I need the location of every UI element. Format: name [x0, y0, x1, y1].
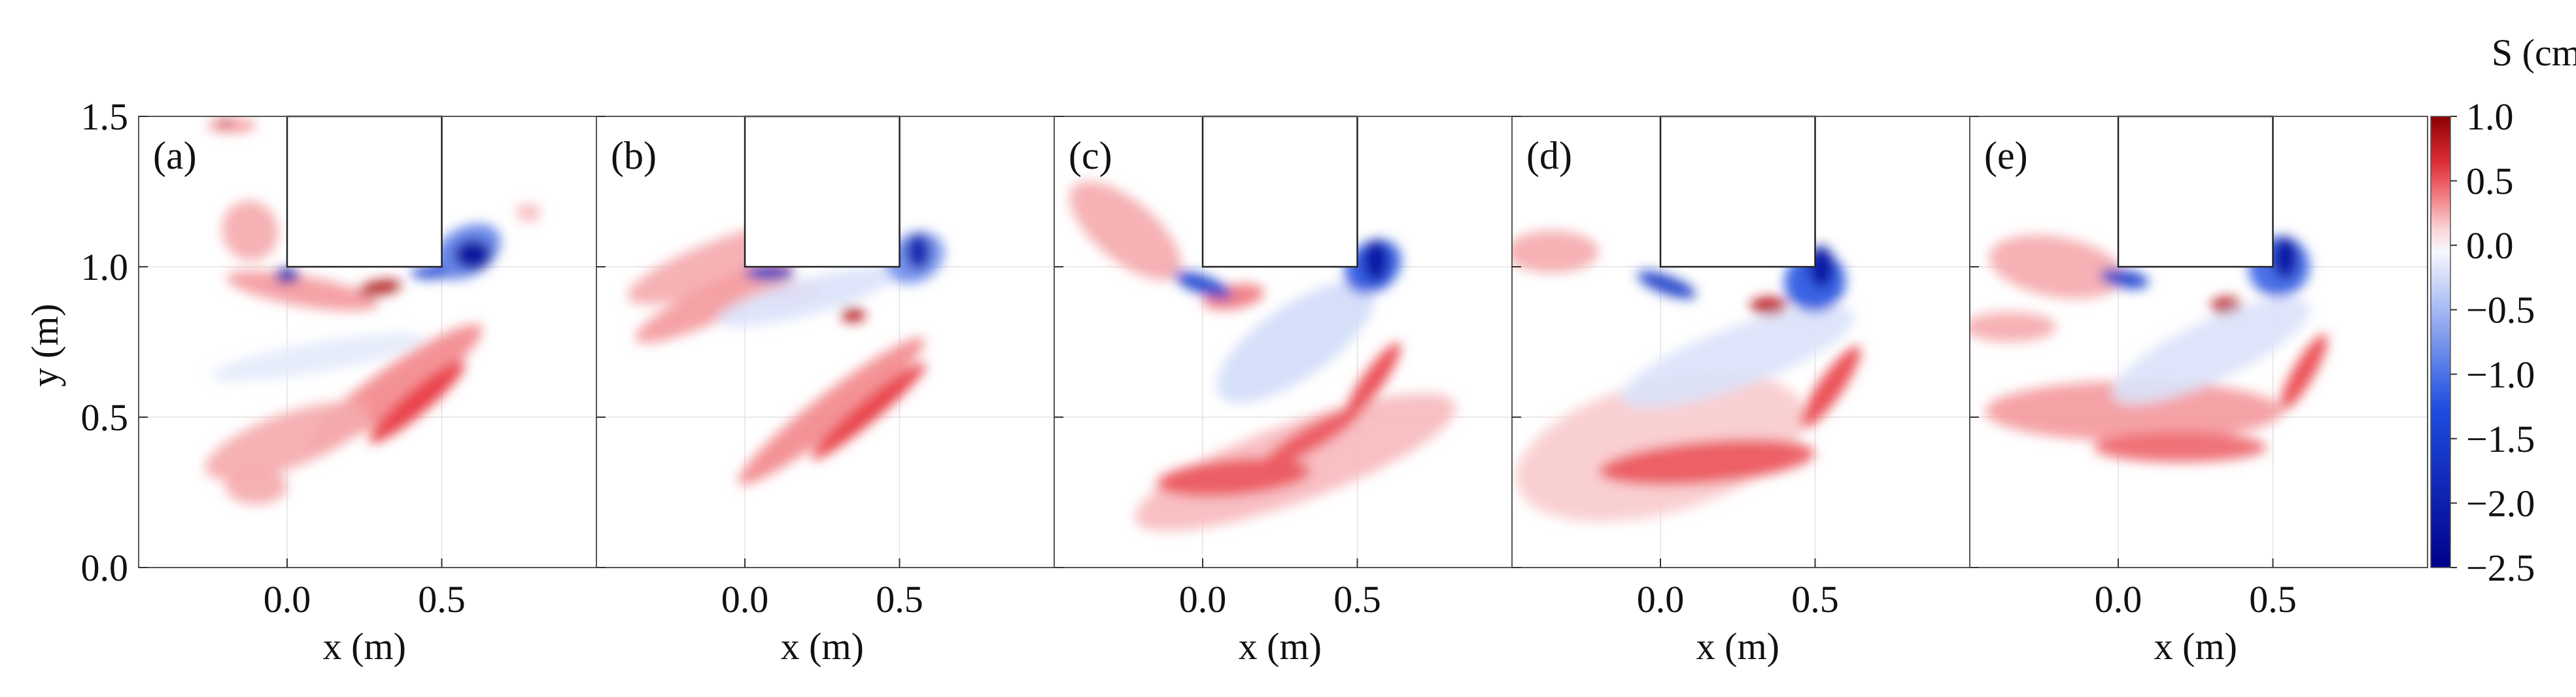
- contour-blob: [905, 233, 931, 270]
- contour-blob: [2280, 334, 2327, 410]
- colorbar-tick-label: −0.5: [2466, 289, 2535, 332]
- contour-blob: [411, 267, 448, 279]
- contour-blob: [275, 268, 300, 284]
- contour-blob: [2093, 432, 2267, 462]
- colorbar-tick-label: −1.0: [2466, 353, 2535, 396]
- contour-blob: [2273, 237, 2298, 279]
- x-axis-title: x (m): [323, 625, 406, 668]
- contour-blob: [1363, 239, 1388, 282]
- contour-blob: [1173, 271, 1232, 299]
- x-tick-label: 0.0: [2095, 578, 2142, 620]
- x-axis-title: x (m): [1239, 625, 1322, 668]
- colorbar-tick-label: −2.0: [2466, 482, 2535, 524]
- structure-box: [2117, 115, 2274, 268]
- y-tick-label: 0.5: [81, 396, 129, 439]
- x-tick-label: 0.5: [2249, 578, 2297, 620]
- contour-field: [1069, 181, 1456, 532]
- contour-blob: [1800, 346, 1861, 428]
- contour-field: [205, 118, 541, 505]
- colorbar-tick-label: −2.5: [2466, 547, 2535, 589]
- x-tick-label: 0.5: [876, 578, 923, 620]
- panel-label: (e): [1984, 134, 2028, 177]
- x-tick-label: 0.0: [721, 578, 769, 620]
- contour-blob: [2100, 269, 2149, 289]
- panel-label: (b): [611, 134, 657, 177]
- contour-blob: [745, 265, 795, 280]
- colorbar-tick-label: −1.5: [2466, 418, 2535, 460]
- x-tick-label: 0.5: [1333, 578, 1381, 620]
- contour-blob: [454, 239, 492, 270]
- contour-field: [627, 217, 945, 485]
- structure-box: [286, 115, 443, 268]
- contour-blob: [226, 271, 379, 311]
- contour-blob: [1216, 280, 1375, 403]
- x-axis-title: x (m): [1696, 625, 1779, 668]
- structure-box: [1659, 115, 1816, 268]
- colorbar-tick-label: 0.5: [2466, 160, 2514, 203]
- contour-blob: [1985, 381, 2282, 441]
- panels: (a) 0.0 0.5 x (m) 0.0 0.5 1.0 1.5 (b) 0.0 0.5 x (m)…: [81, 95, 2428, 668]
- x-tick-label: 0.5: [418, 578, 466, 620]
- contour-field: [1512, 230, 1861, 522]
- colorbar-tick-label: 0.0: [2466, 224, 2514, 267]
- contour-blob: [1637, 271, 1696, 299]
- panel-b: (b) 0.0 0.5 x (m): [596, 115, 1055, 668]
- contour-field: [1970, 235, 2327, 462]
- x-tick-label: 0.0: [1179, 578, 1227, 620]
- contour-blob: [222, 201, 279, 261]
- contour-blob: [211, 333, 425, 381]
- contour-blob: [205, 402, 369, 481]
- colorbar: S (cm) 1.0 0.5 0.0 −0.5 −1.0 −1.5 −2.0 −2.5: [2430, 31, 2576, 589]
- x-tick-label: 0.5: [1791, 578, 1839, 620]
- contour-blob: [2112, 298, 2310, 405]
- y-tick-label: 1.5: [81, 95, 129, 138]
- contour-blob: [207, 118, 256, 133]
- contour-blob: [1750, 297, 1787, 315]
- structure-box: [1201, 115, 1358, 268]
- contour-blob: [1989, 235, 2124, 299]
- panel-label: (d): [1526, 134, 1572, 177]
- contour-blob: [1156, 458, 1311, 497]
- contour-blob: [1599, 439, 1815, 486]
- contour-blob: [1345, 342, 1401, 420]
- colorbar-tick-label: 1.0: [2466, 95, 2514, 138]
- contour-blob: [717, 267, 897, 327]
- x-axis-title: x (m): [2154, 625, 2237, 668]
- contour-blob: [358, 279, 402, 296]
- contour-blob: [1970, 312, 2057, 342]
- x-tick-label: 0.0: [264, 578, 311, 620]
- panel-d: (d) 0.0 0.5 x (m): [1511, 115, 1970, 668]
- panel-label: (a): [153, 134, 197, 177]
- y-axis-title: y (m): [24, 303, 66, 386]
- panel-e: (e) 0.0 0.5 x (m): [1969, 115, 2428, 668]
- contour-blob: [635, 262, 793, 343]
- contour-blob: [1069, 181, 1181, 280]
- contour-blob: [369, 361, 466, 443]
- contour-blob: [516, 203, 541, 222]
- y-tick-label: 1.0: [81, 246, 129, 288]
- panel-a: (a) 0.0 0.5 x (m) 0.0 0.5 1.0 1.5: [81, 95, 597, 668]
- y-tick-label: 0.0: [81, 547, 129, 589]
- contour-blob: [840, 307, 866, 323]
- contour-blob: [1262, 408, 1360, 468]
- contour-blob: [1621, 306, 1855, 408]
- x-tick-label: 0.0: [1637, 578, 1685, 620]
- panel-label: (c): [1069, 134, 1112, 177]
- colorbar-gradient: [2430, 116, 2451, 568]
- panel-c: (c) 0.0 0.5 x (m): [1054, 115, 1513, 668]
- panel-frame: [1969, 116, 2428, 568]
- contour-blob: [811, 362, 926, 460]
- colorbar-title: S (cm): [2492, 31, 2576, 74]
- contour-blob: [1512, 230, 1599, 273]
- contour-blob: [218, 118, 232, 126]
- contour-blob: [738, 337, 925, 485]
- x-axis-title: x (m): [781, 625, 864, 668]
- contour-blob: [225, 468, 288, 505]
- structure-box: [744, 115, 901, 268]
